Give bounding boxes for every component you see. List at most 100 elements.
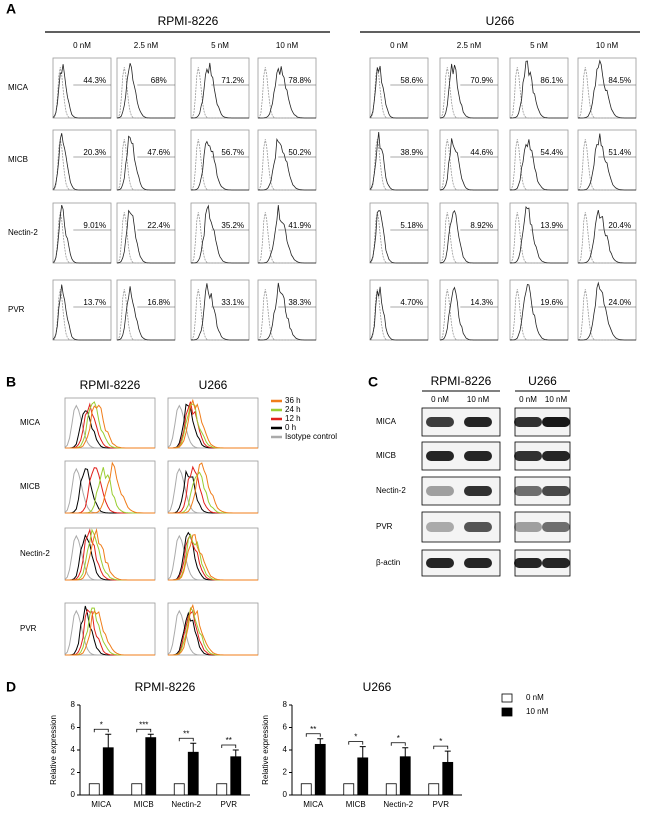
histogram-curve bbox=[510, 60, 568, 119]
histogram-box bbox=[52, 57, 112, 119]
histogram-box bbox=[190, 202, 250, 264]
histogram-curve bbox=[116, 63, 175, 119]
label: 6 bbox=[283, 723, 288, 732]
label: 86.1% bbox=[540, 76, 563, 85]
histogram-curve bbox=[577, 212, 636, 264]
histogram-curve bbox=[369, 139, 428, 191]
bar bbox=[88, 783, 100, 796]
label: 2.5 nM bbox=[134, 41, 159, 50]
label: 2.5 nM bbox=[457, 41, 482, 50]
histogram-curve bbox=[578, 133, 636, 191]
histogram-box bbox=[52, 202, 112, 264]
blot-band bbox=[426, 417, 454, 427]
label: 44.3% bbox=[83, 76, 106, 85]
histogram-curve bbox=[509, 289, 568, 341]
histogram-curve bbox=[258, 282, 316, 341]
histogram-curve bbox=[52, 67, 111, 119]
histogram-curve bbox=[65, 528, 155, 581]
histogram-curve bbox=[168, 533, 258, 581]
histogram-curve bbox=[577, 67, 636, 119]
label: 5.18% bbox=[400, 221, 423, 230]
label: 38.3% bbox=[288, 298, 311, 307]
histogram-curve bbox=[65, 528, 155, 581]
histogram-curve bbox=[369, 286, 428, 341]
label: PVR bbox=[8, 305, 25, 314]
label: 0 bbox=[71, 790, 76, 799]
bar bbox=[399, 756, 411, 796]
y-axis-label: Relative expression bbox=[261, 715, 270, 785]
label: U266 bbox=[486, 14, 515, 28]
significance-bracket bbox=[348, 741, 364, 745]
histogram-curve bbox=[191, 62, 249, 119]
label: 41.9% bbox=[288, 221, 311, 230]
histogram-curve bbox=[439, 209, 498, 264]
label: 36 h bbox=[285, 396, 301, 405]
blot-band bbox=[542, 417, 570, 427]
histogram-box bbox=[369, 279, 429, 341]
histogram-curve bbox=[116, 209, 175, 264]
histogram-curve bbox=[168, 471, 258, 514]
label: 0 nM bbox=[390, 41, 408, 50]
label: 10 nM bbox=[467, 395, 490, 404]
histogram-box bbox=[257, 129, 317, 191]
histogram-box bbox=[577, 129, 637, 191]
histogram-box bbox=[439, 129, 499, 191]
label: * bbox=[397, 734, 400, 743]
bar bbox=[216, 783, 228, 796]
histogram-box bbox=[369, 129, 429, 191]
histogram-curve bbox=[168, 398, 258, 449]
histogram-box bbox=[509, 202, 569, 264]
histogram-curve bbox=[52, 289, 111, 341]
blot-band bbox=[464, 486, 492, 496]
label: * bbox=[354, 733, 357, 742]
histogram-box bbox=[369, 202, 429, 264]
histogram-curve bbox=[52, 64, 111, 119]
histogram-curve bbox=[168, 603, 258, 656]
error-bar bbox=[190, 742, 197, 753]
bar bbox=[145, 737, 157, 796]
label: 33.1% bbox=[221, 298, 244, 307]
label: 5 nM bbox=[530, 41, 548, 50]
bar bbox=[102, 747, 114, 796]
histogram-curve bbox=[369, 131, 428, 191]
label: MICA bbox=[376, 417, 397, 426]
label: 35.2% bbox=[221, 221, 244, 230]
label: 68% bbox=[151, 76, 167, 85]
label: Nectin-2 bbox=[8, 228, 38, 237]
label: PVR bbox=[221, 800, 238, 809]
bar bbox=[131, 783, 143, 796]
histogram-curve bbox=[65, 410, 155, 449]
blot-band bbox=[426, 522, 454, 532]
histogram-box bbox=[439, 279, 499, 341]
blot-band bbox=[542, 558, 570, 568]
histogram-box bbox=[64, 602, 156, 656]
label: Nectin-2 bbox=[376, 486, 406, 495]
bar bbox=[442, 761, 454, 796]
label: 16.8% bbox=[147, 298, 170, 307]
histogram-curve bbox=[190, 212, 249, 264]
label: 4 bbox=[71, 745, 76, 754]
label: 24 h bbox=[285, 405, 301, 414]
significance-bracket bbox=[433, 745, 449, 750]
histogram-curve bbox=[369, 289, 428, 341]
significance-bracket bbox=[93, 728, 109, 733]
bar bbox=[385, 783, 397, 796]
label: MICA bbox=[20, 418, 41, 427]
histogram-curve bbox=[52, 212, 111, 264]
label: 44.6% bbox=[470, 148, 493, 157]
blot-band bbox=[514, 558, 542, 568]
histogram-curve bbox=[168, 462, 258, 514]
bar bbox=[173, 783, 185, 796]
label: * bbox=[100, 720, 103, 729]
label: Nectin-2 bbox=[20, 549, 50, 558]
label: 38.9% bbox=[400, 148, 423, 157]
label: MICA bbox=[8, 83, 29, 92]
histogram-curve bbox=[510, 206, 568, 264]
label: 19.6% bbox=[540, 298, 563, 307]
histogram-curve bbox=[509, 212, 568, 264]
histogram-curve bbox=[257, 212, 316, 264]
histogram-curve bbox=[257, 139, 316, 191]
blot-band bbox=[464, 417, 492, 427]
histogram-box bbox=[52, 129, 112, 191]
